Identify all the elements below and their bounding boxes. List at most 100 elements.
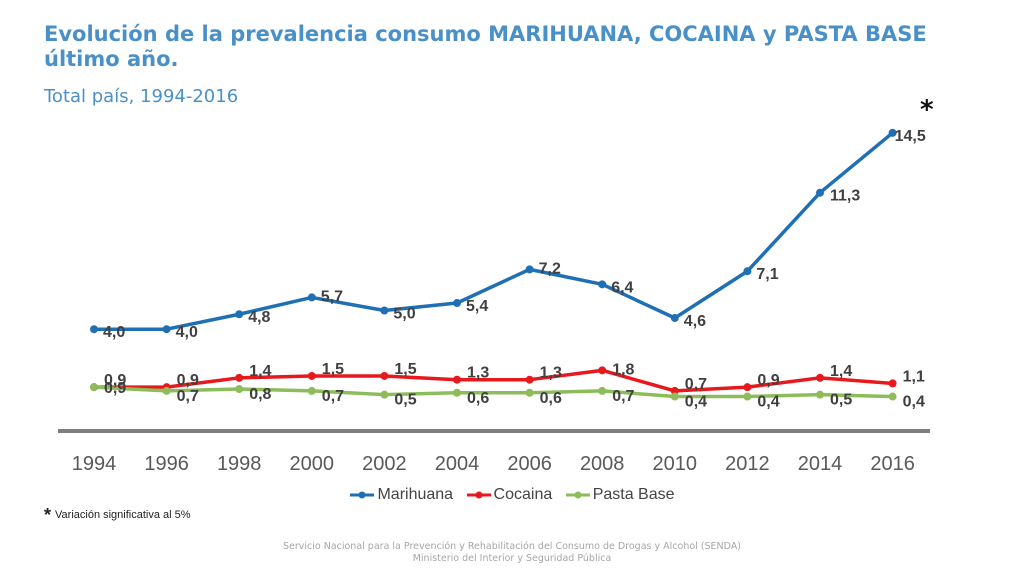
data-point-pasta-base: [888, 392, 897, 401]
footer-line-1: Servicio Nacional para la Prevención y R…: [282, 541, 742, 552]
data-label-cocaina: 1,5: [322, 361, 344, 378]
data-label-cocaina: 1,5: [394, 361, 416, 378]
data-label-marihuana: 14,5: [895, 128, 926, 145]
data-label-marihuana: 5,4: [466, 298, 488, 315]
data-label-cocaina: 0,9: [104, 372, 126, 389]
data-label-cocaina: 0,9: [177, 372, 199, 389]
data-point-pasta-base: [743, 392, 752, 401]
data-label-cocaina: 1,3: [540, 365, 562, 382]
x-tick-label: 2002: [362, 453, 407, 475]
legend-item-marihuana[interactable]: Marihuana: [349, 486, 453, 504]
legend-swatch-pasta-base: [565, 491, 590, 499]
footer-line-2: Ministerio del Interior y Seguridad Públ…: [412, 553, 612, 564]
data-label-marihuana: 6,4: [611, 279, 633, 296]
data-point-marihuana: [598, 280, 607, 289]
data-label-pasta-base: 0,4: [903, 394, 925, 411]
data-point-cocaina: [307, 371, 316, 380]
series-line-pasta-base: [93, 385, 893, 399]
data-label-cocaina: 1,8: [612, 361, 634, 378]
legend-swatch-cocaina: [466, 491, 491, 499]
data-label-marihuana: 7,1: [756, 266, 778, 283]
data-label-marihuana: 4,6: [684, 313, 706, 330]
data-point-marihuana: [162, 325, 171, 334]
data-label-marihuana: 5,0: [393, 306, 415, 323]
legend-item-cocaina[interactable]: Cocaina: [466, 486, 553, 504]
data-point-pasta-base: [235, 385, 244, 394]
data-point-marihuana: [453, 299, 461, 308]
x-tick-label: 1998: [217, 453, 262, 475]
data-label-pasta-base: 0,6: [540, 390, 562, 407]
data-label-marihuana: 4,8: [248, 309, 270, 326]
significance-marker: *: [920, 95, 934, 125]
data-label-pasta-base: 0,9: [104, 380, 126, 397]
footer: Servicio Nacional para la Prevención y R…: [0, 541, 1024, 565]
data-label-pasta-base: 0,7: [177, 388, 199, 405]
data-label-marihuana: 4,0: [176, 324, 198, 341]
data-point-cocaina: [525, 375, 534, 384]
data-label-pasta-base: 0,5: [394, 392, 416, 409]
data-label-cocaina: 1,1: [903, 368, 925, 385]
data-label-pasta-base: 0,4: [685, 394, 707, 411]
x-tick-label: 1994: [72, 453, 117, 475]
data-label-pasta-base: 0,4: [757, 394, 779, 411]
data-point-marihuana: [743, 267, 752, 276]
legend-label-marihuana: Marihuana: [377, 486, 454, 503]
data-point-cocaina: [816, 373, 824, 382]
x-tick-label: 2014: [798, 453, 843, 475]
data-label-pasta-base: 0,7: [612, 388, 634, 405]
data-point-pasta-base: [307, 386, 316, 395]
data-point-cocaina: [670, 386, 679, 395]
data-label-pasta-base: 0,8: [249, 386, 271, 403]
data-label-cocaina: 1,4: [830, 363, 852, 380]
data-label-cocaina: 0,7: [685, 376, 707, 393]
series-line-cocaina: [94, 368, 893, 393]
data-label-cocaina: 1,4: [249, 363, 271, 380]
footnote-marker: *: [44, 505, 52, 525]
series-line-marihuana: [94, 131, 894, 331]
data-label-marihuana: 11,3: [830, 188, 860, 205]
data-point-marihuana: [307, 293, 316, 302]
data-label-pasta-base: 0,5: [830, 392, 852, 409]
data-point-cocaina: [598, 366, 607, 375]
data-label-marihuana: 7,2: [539, 260, 561, 277]
data-label-cocaina: 0,9: [757, 372, 779, 389]
data-point-cocaina: [453, 375, 461, 384]
chart-legend: Marihuana Cocaina Pasta Base: [0, 486, 1024, 504]
legend-item-pasta-base[interactable]: Pasta Base: [565, 486, 675, 504]
data-point-cocaina: [380, 371, 389, 380]
data-point-pasta-base: [90, 383, 98, 392]
data-point-pasta-base: [816, 390, 824, 399]
data-point-pasta-base: [453, 388, 461, 397]
data-point-marihuana: [380, 306, 389, 315]
data-point-marihuana: [816, 188, 824, 197]
data-point-pasta-base: [598, 386, 607, 395]
x-tick-label: 2012: [725, 453, 770, 475]
data-point-marihuana: [888, 128, 897, 137]
data-label-cocaina: 1,3: [467, 365, 489, 382]
chart-subtitle: Total país, 1994-2016: [44, 86, 239, 107]
x-tick-label: 2010: [653, 453, 698, 475]
data-point-pasta-base: [525, 388, 534, 397]
data-point-marihuana: [90, 325, 98, 334]
data-point-pasta-base: [380, 390, 389, 399]
x-tick-label: 2016: [870, 453, 915, 475]
data-label-marihuana: 5,7: [321, 288, 343, 305]
data-point-marihuana: [235, 310, 244, 319]
x-tick-label: 2000: [290, 453, 335, 475]
x-tick-label: 1996: [144, 453, 189, 475]
data-point-pasta-base: [162, 386, 171, 395]
legend-label-cocaina: Cocaina: [493, 486, 553, 503]
footnote: * Variación significativa al 5%: [44, 505, 191, 526]
legend-label-pasta-base: Pasta Base: [592, 486, 675, 503]
x-tick-label: 2004: [435, 453, 480, 475]
data-label-marihuana: 4,0: [103, 324, 125, 341]
data-label-pasta-base: 0,7: [322, 388, 344, 405]
data-point-cocaina: [235, 373, 244, 382]
footnote-text: Variación significativa al 5%: [55, 509, 191, 521]
x-tick-label: 2008: [580, 453, 625, 475]
data-point-cocaina: [743, 383, 752, 392]
data-point-marihuana: [670, 313, 679, 322]
data-point-marihuana: [525, 265, 534, 274]
data-label-pasta-base: 0,6: [467, 390, 489, 407]
